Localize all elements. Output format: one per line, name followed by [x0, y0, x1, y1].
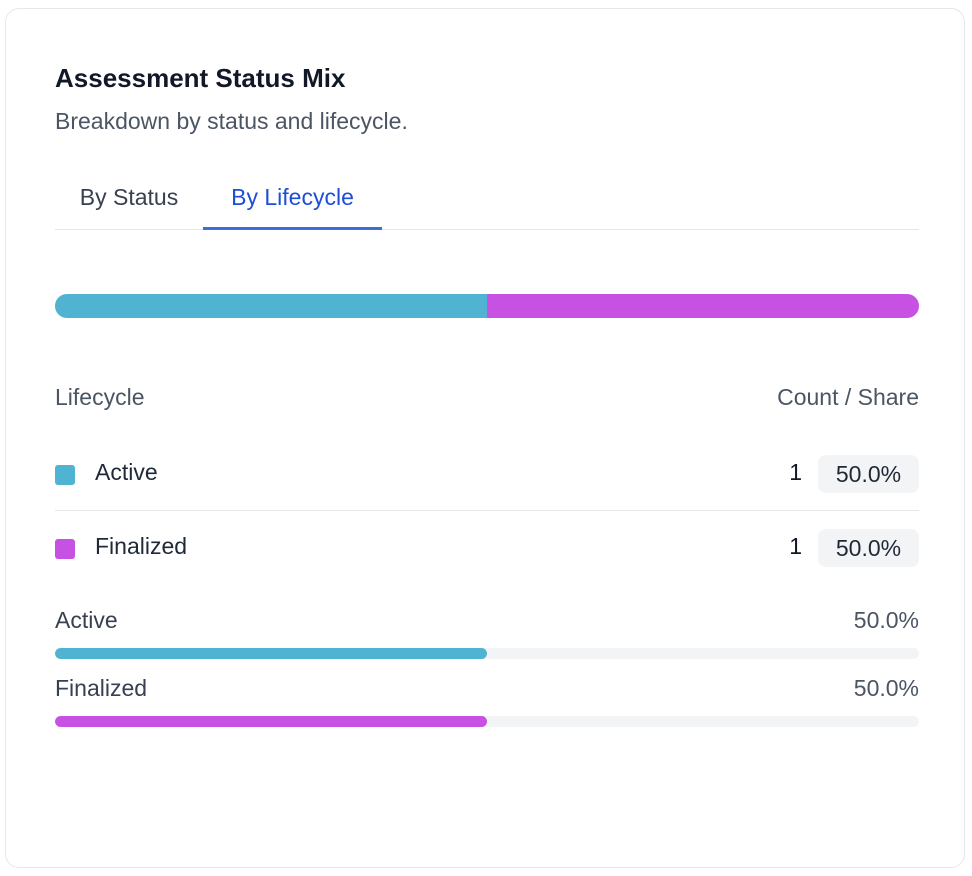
progress-value: 50.0%	[853, 607, 919, 633]
color-swatch-finalized	[55, 539, 75, 559]
row-label: Finalized	[95, 533, 188, 559]
progress-fill-finalized	[55, 716, 487, 727]
table-row-finalized: Finalized 1 50.0%	[55, 511, 919, 584]
row-count: 1	[789, 533, 802, 559]
progress-label: Active	[55, 607, 118, 633]
column-header-count-share: Count / Share	[777, 384, 919, 410]
row-count: 1	[789, 459, 802, 485]
progress-track	[55, 648, 919, 659]
stacked-segment-active	[55, 294, 487, 318]
lifecycle-stacked-bar	[55, 294, 919, 318]
color-swatch-active	[55, 465, 75, 485]
card-subtitle: Breakdown by status and lifecycle.	[55, 108, 408, 134]
column-header-lifecycle: Lifecycle	[55, 384, 145, 410]
tab-bar: By Status By Lifecycle	[55, 179, 919, 230]
card-title: Assessment Status Mix	[55, 63, 346, 93]
progress-track	[55, 716, 919, 727]
progress-value: 50.0%	[853, 675, 919, 701]
table-header: Lifecycle Count / Share	[55, 384, 919, 411]
stacked-segment-finalized	[487, 294, 919, 318]
tab-by-status[interactable]: By Status	[79, 184, 179, 210]
status-mix-card: Assessment Status Mix Breakdown by statu…	[5, 8, 965, 868]
share-badge: 50.0%	[818, 455, 919, 493]
progress-fill-active	[55, 648, 487, 659]
progress-label: Finalized	[55, 675, 148, 701]
table-row-active: Active 1 50.0%	[55, 437, 919, 511]
share-badge: 50.0%	[818, 529, 919, 567]
tab-by-lifecycle[interactable]: By Lifecycle	[203, 179, 382, 230]
row-label: Active	[95, 459, 158, 485]
